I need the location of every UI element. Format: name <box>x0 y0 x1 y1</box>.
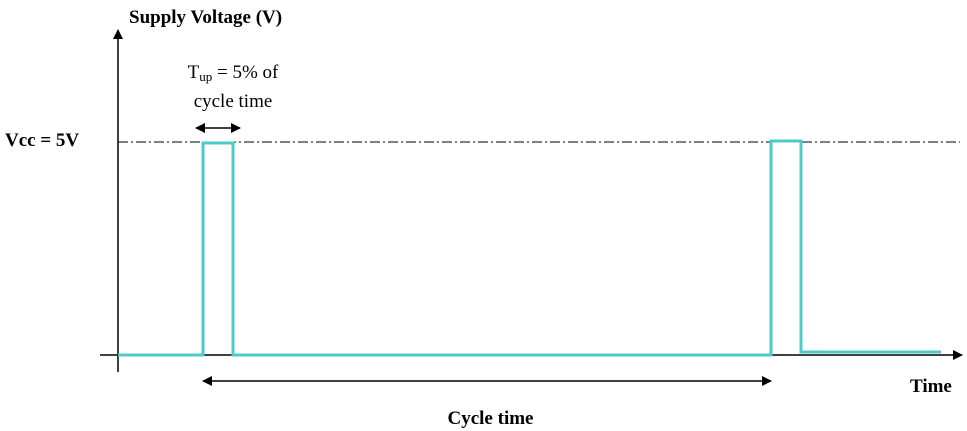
pulse-width-label: Tup = 5% of cycle time <box>148 60 318 114</box>
tup-symbol: T <box>187 62 200 83</box>
x-axis-label: Time <box>910 376 952 397</box>
pulse-width-label-line2: cycle time <box>193 91 273 112</box>
tup-equation: = 5% of <box>212 62 279 83</box>
cycle-time-label: Cycle time <box>447 408 534 429</box>
tup-subscript: up <box>199 69 213 84</box>
pulse-width-label-line1: Tup = 5% of <box>148 60 318 89</box>
signal-waveform <box>118 139 941 357</box>
vcc-level-label: Vcc = 5V <box>5 130 80 151</box>
y-axis-label: Supply Voltage (V) <box>129 7 283 28</box>
